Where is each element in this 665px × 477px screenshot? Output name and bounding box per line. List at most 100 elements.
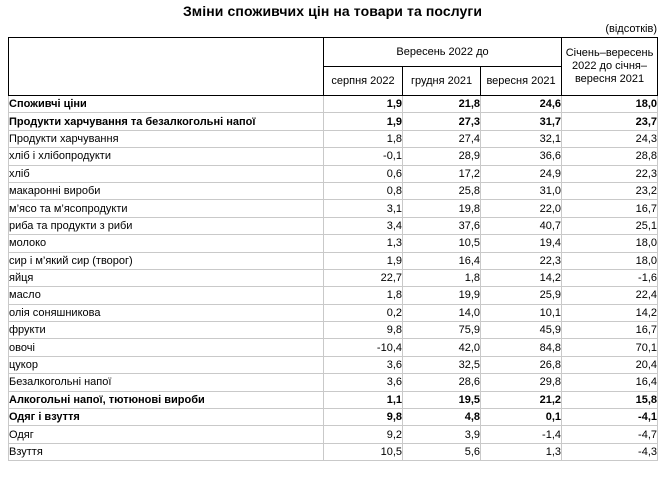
value-cell: 28,8 <box>561 147 659 166</box>
table-row: Алкогольні напої, тютюнові вироби 1,1 19,5… <box>8 390 659 410</box>
value-cell: 75,9 <box>402 321 481 340</box>
table-row: хліб і хлібопродукти -0,1 28,9 36,6 28,8 <box>8 147 659 166</box>
row-label: Одяг <box>8 425 324 444</box>
value-cell: 18,0 <box>561 94 659 114</box>
table-row: овочі -10,4 42,0 84,8 70,1 <box>8 338 659 357</box>
value-cell: 9,2 <box>323 425 403 444</box>
value-cell: 22,3 <box>561 164 659 183</box>
value-cell: 70,1 <box>561 338 659 357</box>
value-cell: 19,8 <box>402 199 481 218</box>
value-cell: 10,5 <box>402 234 481 253</box>
value-cell: 15,8 <box>561 390 659 410</box>
value-cell: 10,1 <box>479 303 563 323</box>
row-label: овочі <box>8 338 324 357</box>
value-cell: -1,6 <box>561 268 659 288</box>
row-label: Алкогольні напої, тютюнові вироби <box>8 390 324 410</box>
table-row: Продукти харчування 1,8 27,4 32,1 24,3 <box>8 129 659 149</box>
column-header-december-2021: грудня 2021 <box>402 66 481 96</box>
value-cell: 4,8 <box>402 408 481 427</box>
row-label: Продукти харчування <box>8 129 324 149</box>
value-cell: 1,9 <box>323 94 403 114</box>
table-row: Одяг і взуття 9,8 4,8 0,1 -4,1 <box>8 408 659 427</box>
value-cell: 1,8 <box>323 129 403 149</box>
value-cell: 45,9 <box>479 321 563 340</box>
value-cell: -4,1 <box>561 408 659 427</box>
row-label: Продукти харчування та безалкогольні нап… <box>8 112 324 131</box>
value-cell: 9,8 <box>323 321 403 340</box>
value-cell: 25,1 <box>561 216 659 236</box>
value-cell: 0,6 <box>323 164 403 183</box>
column-group-header: Вересень 2022 до <box>322 37 563 67</box>
value-cell: 26,8 <box>479 355 563 375</box>
table-row: макаронні вироби 0,8 25,8 31,0 23,2 <box>8 181 659 201</box>
row-label: хліб і хлібопродукти <box>8 147 324 166</box>
value-cell: 9,8 <box>323 408 403 427</box>
value-cell: 36,6 <box>479 147 563 166</box>
value-cell: 3,6 <box>323 355 403 375</box>
value-cell: 10,5 <box>323 442 403 462</box>
value-cell: 21,8 <box>402 94 481 114</box>
row-label: сир і м’який сир (творог) <box>8 251 324 270</box>
value-cell: 42,0 <box>402 338 481 357</box>
value-cell: 21,2 <box>479 390 563 410</box>
value-cell: 31,7 <box>479 112 563 131</box>
value-cell: 1,3 <box>479 442 563 462</box>
table-row: Одяг 9,2 3,9 -1,4 -4,7 <box>8 425 659 444</box>
value-cell: 28,6 <box>402 373 481 392</box>
table-row: Споживчі ціни 1,9 21,8 24,6 18,0 <box>8 94 659 114</box>
value-cell: 1,1 <box>323 390 403 410</box>
value-cell: 3,9 <box>402 425 481 444</box>
value-cell: -0,1 <box>323 147 403 166</box>
value-cell: 0,8 <box>323 181 403 201</box>
table-row: молоко 1,3 10,5 19,4 18,0 <box>8 234 659 253</box>
value-cell: 32,5 <box>402 355 481 375</box>
value-cell: 19,5 <box>402 390 481 410</box>
table-header: Вересень 2022 до Січень–вересень 2022 до… <box>8 37 659 96</box>
value-cell: 24,6 <box>479 94 563 114</box>
value-cell: 3,1 <box>323 199 403 218</box>
table-row: цукор 3,6 32,5 26,8 20,4 <box>8 355 659 375</box>
table-row: Взуття 10,5 5,6 1,3 -4,3 <box>8 442 659 462</box>
table-row: Безалкогольні напої 3,6 28,6 29,8 16,4 <box>8 373 659 392</box>
row-label: риба та продукти з риби <box>8 216 324 236</box>
value-cell: 18,0 <box>561 234 659 253</box>
row-label: Одяг і взуття <box>8 408 324 427</box>
value-cell: 1,3 <box>323 234 403 253</box>
value-cell: 19,4 <box>479 234 563 253</box>
value-cell: 23,2 <box>561 181 659 201</box>
page-title: Зміни споживчих цін на товари та послуги <box>182 3 483 19</box>
value-cell: 24,9 <box>479 164 563 183</box>
value-cell: 0,1 <box>479 408 563 427</box>
column-header-august-2022: серпня 2022 <box>323 66 403 96</box>
value-cell: 20,4 <box>561 355 659 375</box>
row-label: масло <box>8 286 324 305</box>
value-cell: 16,7 <box>561 321 659 340</box>
value-cell: 16,7 <box>561 199 659 218</box>
value-cell: 3,6 <box>323 373 403 392</box>
row-label: макаронні вироби <box>8 181 324 201</box>
column-header-period: Січень–вересень 2022 до січня–вересня 20… <box>561 37 659 96</box>
value-cell: 22,4 <box>561 286 659 305</box>
value-cell: -10,4 <box>323 338 403 357</box>
value-cell: 18,0 <box>561 251 659 270</box>
value-cell: 16,4 <box>402 251 481 270</box>
value-cell: 25,9 <box>479 286 563 305</box>
row-label: молоко <box>8 234 324 253</box>
value-cell: 29,8 <box>479 373 563 392</box>
value-cell: 17,2 <box>402 164 481 183</box>
value-cell: 22,7 <box>323 268 403 288</box>
table-row: олія соняшникова 0,2 14,0 10,1 14,2 <box>8 303 659 323</box>
value-cell: 19,9 <box>402 286 481 305</box>
table-row: риба та продукти з риби 3,4 37,6 40,7 25,1 <box>8 216 659 236</box>
value-cell: -4,3 <box>561 442 659 462</box>
value-cell: 28,9 <box>402 147 481 166</box>
row-label: Споживчі ціни <box>8 94 324 114</box>
value-cell: 84,8 <box>479 338 563 357</box>
table-body: Споживчі ціни 1,9 21,8 24,6 18,0 Продукти хар… <box>8 94 659 462</box>
table-row: м’ясо та м’ясопродукти 3,1 19,8 22,0 16,7 <box>8 199 659 218</box>
value-cell: 31,0 <box>479 181 563 201</box>
value-cell: 1,8 <box>402 268 481 288</box>
table-row: сир і м’який сир (творог) 1,9 16,4 22,3 18,0 <box>8 251 659 270</box>
unit-note: (відсотків) <box>605 23 657 35</box>
